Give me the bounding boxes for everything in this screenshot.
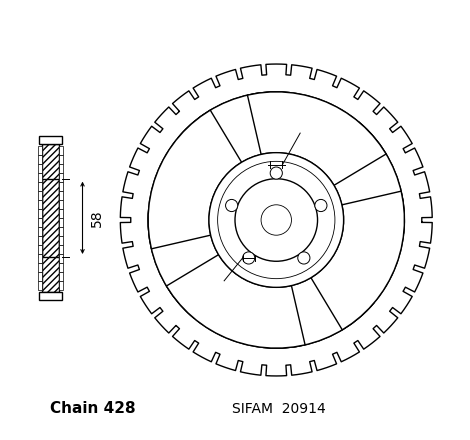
Bar (59, 182, 63, 191)
Circle shape (120, 64, 432, 376)
Polygon shape (325, 122, 404, 233)
Bar (38, 182, 42, 191)
Bar (59, 191, 63, 200)
Bar (59, 200, 63, 209)
Circle shape (270, 167, 282, 179)
Bar (39, 179, 42, 257)
Bar (38, 263, 42, 271)
Bar (59, 146, 63, 155)
Text: 90: 90 (291, 209, 309, 223)
Bar (38, 191, 42, 200)
Bar (59, 218, 63, 227)
Circle shape (235, 179, 318, 261)
Bar (38, 281, 42, 290)
Bar (59, 236, 63, 245)
Bar (38, 254, 42, 263)
Bar (38, 218, 42, 227)
Text: 10.5: 10.5 (302, 118, 329, 131)
Circle shape (209, 153, 344, 287)
Bar (42, 144, 59, 292)
Bar (59, 227, 63, 236)
Bar (39, 292, 62, 300)
Bar (59, 209, 63, 218)
Text: SIFAM  20914: SIFAM 20914 (232, 402, 325, 416)
Circle shape (226, 199, 238, 212)
Bar (59, 254, 63, 263)
Polygon shape (178, 92, 290, 172)
Bar (42, 144, 59, 292)
Polygon shape (311, 191, 404, 330)
Bar (38, 227, 42, 236)
Bar (38, 272, 42, 281)
Text: 8.2: 8.2 (193, 273, 211, 286)
Bar (38, 164, 42, 173)
Polygon shape (263, 268, 375, 348)
Bar (59, 281, 63, 290)
Bar (38, 236, 42, 245)
Bar (59, 245, 63, 253)
Polygon shape (166, 255, 305, 348)
Bar (59, 272, 63, 281)
Polygon shape (247, 92, 386, 185)
Bar (38, 200, 42, 209)
Circle shape (243, 252, 255, 264)
Circle shape (261, 205, 291, 235)
Circle shape (315, 199, 327, 212)
Text: Chain 428: Chain 428 (50, 401, 136, 417)
Bar (38, 245, 42, 253)
Bar (59, 179, 62, 257)
Bar (59, 164, 63, 173)
Bar (38, 173, 42, 182)
Bar (38, 209, 42, 218)
Polygon shape (148, 207, 228, 318)
Bar (39, 136, 62, 144)
Bar (59, 173, 63, 182)
Bar (59, 155, 63, 164)
Polygon shape (148, 110, 242, 249)
Circle shape (298, 252, 310, 264)
Bar (38, 146, 42, 155)
Wedge shape (148, 92, 404, 348)
Text: 58: 58 (90, 209, 104, 227)
Bar (38, 155, 42, 164)
Bar (59, 263, 63, 271)
